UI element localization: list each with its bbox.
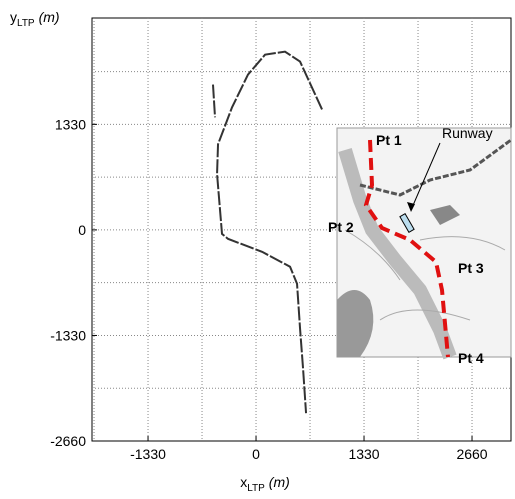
x-tick-label: 2660 <box>456 446 487 462</box>
label-sub: LTP <box>17 18 35 29</box>
y-axis-label: yLTP (m) <box>10 9 60 29</box>
label-unit: (m) <box>269 474 290 490</box>
label-unit: (m) <box>39 9 60 25</box>
x-axis-label: xLTP (m) <box>240 474 290 494</box>
label-sub: LTP <box>247 483 265 494</box>
inset-map: Runway Pt 1 Pt 2 Pt 3 Pt 4 <box>328 125 511 366</box>
x-tick-label: 1330 <box>348 446 379 462</box>
label-main: y <box>10 9 17 25</box>
y-tick-label: 1330 <box>55 116 86 132</box>
runway-label: Runway <box>442 125 493 141</box>
label-main: x <box>240 474 247 490</box>
point-label: Pt 2 <box>328 219 354 235</box>
y-tick-label: -2660 <box>50 433 86 449</box>
point-label: Pt 4 <box>458 350 484 366</box>
x-tick-label: 0 <box>252 446 260 462</box>
point-label: Pt 3 <box>458 260 484 276</box>
chart: Runway Pt 1 Pt 2 Pt 3 Pt 4 yLTP(m) xLTP(… <box>0 0 515 494</box>
trajectory-line <box>213 52 322 413</box>
x-tick-label: -1330 <box>130 446 166 462</box>
y-tick-label: 0 <box>78 222 86 238</box>
point-label: Pt 1 <box>376 132 402 148</box>
y-tick-label: -1330 <box>50 327 86 343</box>
